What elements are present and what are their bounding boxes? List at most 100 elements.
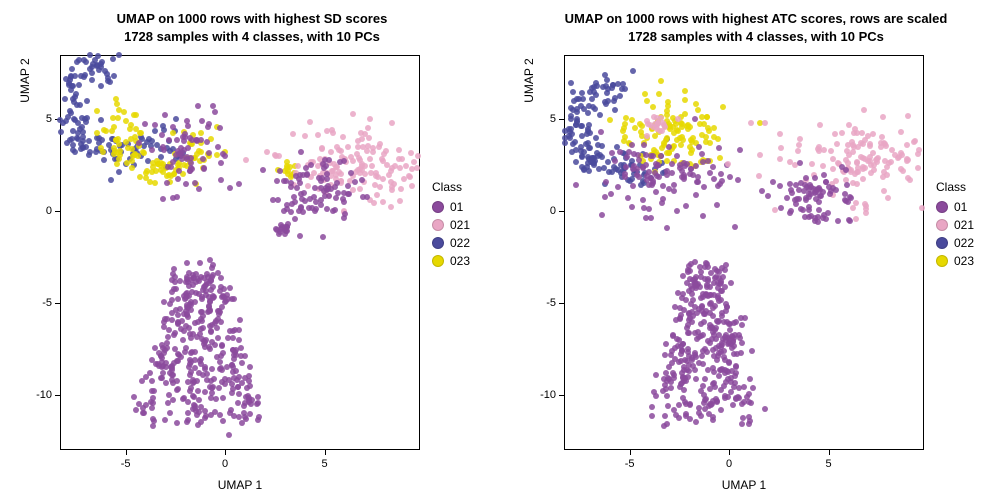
scatter-point — [693, 376, 699, 382]
scatter-point — [634, 166, 640, 172]
scatter-point — [149, 378, 155, 384]
scatter-point — [243, 157, 249, 163]
scatter-point — [67, 137, 73, 143]
scatter-point — [777, 183, 783, 189]
scatter-point — [656, 91, 662, 97]
legend-title: Class — [432, 180, 470, 194]
legend: Class01021022023 — [432, 180, 470, 270]
scatter-point — [665, 103, 671, 109]
scatter-point — [701, 184, 707, 190]
scatter-point — [75, 130, 81, 136]
scatter-point — [615, 184, 621, 190]
scatter-point — [162, 417, 168, 423]
scatter-point — [175, 386, 181, 392]
scatter-point — [656, 174, 662, 180]
scatter-point — [216, 385, 222, 391]
scatter-point — [180, 337, 186, 343]
scatter-point — [832, 131, 838, 137]
right-title: UMAP on 1000 rows with highest ATC score… — [504, 10, 1008, 45]
scatter-point — [636, 174, 642, 180]
scatter-point — [136, 140, 142, 146]
scatter-point — [669, 161, 675, 167]
scatter-point — [809, 161, 815, 167]
scatter-point — [702, 311, 708, 317]
scatter-point — [684, 325, 690, 331]
scatter-point — [675, 116, 681, 122]
scatter-point — [664, 172, 670, 178]
scatter-point — [700, 332, 706, 338]
scatter-point — [710, 313, 716, 319]
scatter-point — [94, 130, 100, 136]
scatter-point — [174, 420, 180, 426]
scatter-point — [219, 343, 225, 349]
scatter-point — [185, 123, 191, 129]
scatter-point — [605, 86, 611, 92]
scatter-point — [636, 157, 642, 163]
scatter-point — [610, 82, 616, 88]
scatter-point — [188, 307, 194, 313]
scatter-point — [668, 385, 674, 391]
scatter-point — [197, 358, 203, 364]
scatter-point — [383, 148, 389, 154]
scatter-point — [852, 126, 858, 132]
scatter-point — [711, 369, 717, 375]
scatter-point — [748, 120, 754, 126]
scatter-point — [362, 131, 368, 137]
scatter-point — [398, 186, 404, 192]
scatter-point — [214, 325, 220, 331]
scatter-point — [599, 154, 605, 160]
scatter-point — [370, 149, 376, 155]
scatter-point — [200, 156, 206, 162]
scatter-point — [341, 190, 347, 196]
scatter-point — [297, 180, 303, 186]
scatter-point — [111, 73, 117, 79]
scatter-point — [710, 164, 716, 170]
scatter-point — [386, 172, 392, 178]
scatter-point — [235, 400, 241, 406]
scatter-point — [299, 196, 305, 202]
y-tick — [559, 303, 564, 304]
legend-swatch-icon — [936, 201, 948, 213]
scatter-point — [661, 122, 667, 128]
scatter-point — [162, 112, 168, 118]
scatter-point — [125, 145, 131, 151]
legend-swatch-icon — [936, 237, 948, 249]
scatter-point — [141, 410, 147, 416]
scatter-point — [719, 342, 725, 348]
scatter-point — [703, 292, 709, 298]
scatter-point — [202, 364, 208, 370]
scatter-point — [680, 341, 686, 347]
scatter-point — [870, 131, 876, 137]
scatter-point — [256, 414, 262, 420]
scatter-point — [182, 134, 188, 140]
scatter-point — [164, 316, 170, 322]
scatter-point — [80, 144, 86, 150]
scatter-point — [319, 175, 325, 181]
scatter-point — [293, 173, 299, 179]
scatter-point — [146, 136, 152, 142]
scatter-point — [175, 358, 181, 364]
scatter-point — [389, 187, 395, 193]
scatter-point — [76, 82, 82, 88]
scatter-point — [578, 148, 584, 154]
scatter-point — [706, 411, 712, 417]
scatter-point — [646, 169, 652, 175]
scatter-point — [664, 225, 670, 231]
scatter-point — [226, 377, 232, 383]
scatter-point — [706, 403, 712, 409]
scatter-point — [144, 168, 150, 174]
scatter-point — [184, 290, 190, 296]
scatter-point — [328, 149, 334, 155]
scatter-point — [116, 169, 122, 175]
scatter-point — [712, 327, 718, 333]
scatter-point — [562, 140, 568, 146]
scatter-point — [101, 127, 107, 133]
scatter-point — [674, 208, 680, 214]
scatter-point — [586, 122, 592, 128]
legend-label: 022 — [450, 236, 470, 250]
scatter-point — [187, 135, 193, 141]
scatter-point — [409, 183, 415, 189]
scatter-point — [698, 321, 704, 327]
x-tick-label: 5 — [825, 458, 831, 470]
scatter-point — [254, 401, 260, 407]
